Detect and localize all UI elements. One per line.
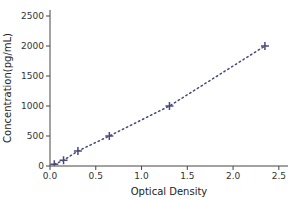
chart-container: 0.0 0.5 1.0 1.5 2.0 2.5 0 500 1000 1500 2000 2500 Op… <box>0 0 300 200</box>
y-axis-line <box>50 10 51 166</box>
axes: 0.0 0.5 1.0 1.5 2.0 2.5 0 500 1000 1500 2000 2500 <box>21 10 288 181</box>
x-tick-label: 2.5 <box>272 171 286 181</box>
y-tick <box>46 76 50 77</box>
y-tick-label: 500 <box>27 131 44 141</box>
marker <box>165 102 173 110</box>
y-tick <box>46 136 50 137</box>
y-tick <box>46 106 50 107</box>
x-tick-label: 1.0 <box>134 171 149 181</box>
line <box>54 46 265 164</box>
x-tick <box>95 166 96 170</box>
marker <box>74 147 82 155</box>
plot-area <box>50 42 269 166</box>
y-tick <box>46 46 50 47</box>
x-tick-label: 1.5 <box>180 171 194 181</box>
y-tick-label: 2500 <box>21 11 44 21</box>
x-tick-label: 2.0 <box>226 171 241 181</box>
marker <box>105 132 113 140</box>
y-tick-label: 1500 <box>21 71 44 81</box>
x-tick <box>233 166 234 170</box>
y-tick-label: 0 <box>38 161 44 171</box>
x-axis-label: Optical Density <box>131 186 208 197</box>
marker <box>261 42 269 50</box>
x-axis-line <box>50 166 288 167</box>
y-axis-label: Concentration(pg/mL) <box>2 33 13 143</box>
x-tick <box>278 166 279 170</box>
marker <box>50 160 58 166</box>
y-tick-label: 1000 <box>21 101 44 111</box>
y-tick-label: 2000 <box>21 41 44 51</box>
chart: 0.0 0.5 1.0 1.5 2.0 2.5 0 500 1000 1500 2000 2500 Op… <box>0 0 300 200</box>
y-tick <box>46 166 50 167</box>
x-tick <box>187 166 188 170</box>
y-tick <box>46 16 50 17</box>
x-tick <box>141 166 142 170</box>
x-tick-label: 0.0 <box>43 171 58 181</box>
x-tick-label: 0.5 <box>89 171 103 181</box>
marker <box>60 156 68 164</box>
x-tick <box>50 166 51 170</box>
